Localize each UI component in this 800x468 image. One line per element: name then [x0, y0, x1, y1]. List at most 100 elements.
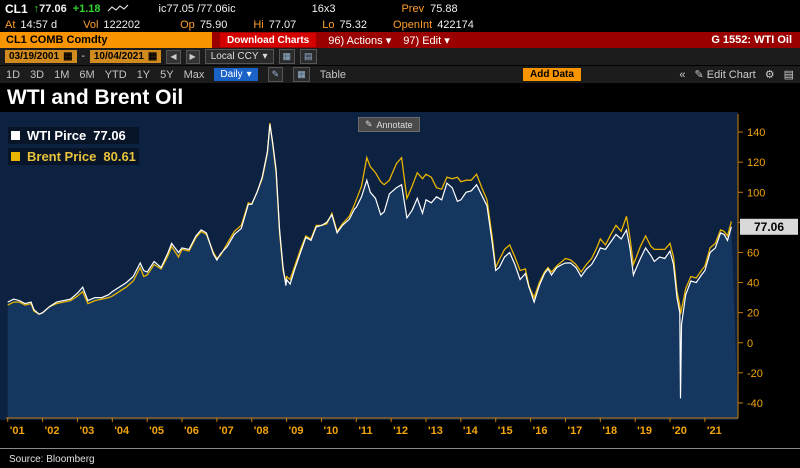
- draw-icon[interactable]: ✎: [267, 67, 284, 82]
- svg-text:20: 20: [747, 308, 759, 320]
- at-value: 14:57 d: [20, 18, 58, 31]
- svg-text:'02: '02: [45, 425, 60, 437]
- period-toolbar: 1D 3D 1M 6M YTD 1Y 5Y Max Daily ▾ ✎ ▦ Tab…: [0, 65, 800, 83]
- caret-down-icon: ▾: [444, 34, 450, 47]
- at-label: At: [5, 18, 16, 31]
- svg-text:'06: '06: [184, 425, 199, 437]
- period-tab-5y[interactable]: 5Y: [160, 68, 174, 81]
- function-page-label: G 1552: WTI Oil: [711, 34, 792, 46]
- scroll-left-button[interactable]: ◀: [166, 49, 181, 64]
- svg-text:'05: '05: [149, 425, 164, 437]
- period-tab-1y[interactable]: 1Y: [136, 68, 151, 81]
- legend-item-brent: Brent Price 80.61: [8, 148, 139, 165]
- prev-value: 75.88: [430, 2, 458, 15]
- events-icon[interactable]: ▤: [300, 49, 317, 64]
- svg-text:'10: '10: [323, 425, 338, 437]
- legend-item-wti: WTI Pirce 77.06: [8, 127, 139, 144]
- period-tab-1m[interactable]: 1M: [54, 68, 70, 81]
- chart-area: 140120100806040200-20-40'01'02'03'04'05'…: [0, 112, 800, 448]
- svg-text:'17: '17: [567, 425, 582, 437]
- add-data-button[interactable]: Add Data: [523, 68, 581, 81]
- caret-down-icon: ▾: [385, 34, 392, 47]
- stats-bar: At 14:57 d Vol 122202 Op 75.90 Hi 77.07 Lo 75…: [0, 17, 800, 32]
- openint-label: OpenInt: [393, 18, 433, 31]
- edit-menu[interactable]: 97) Edit ▾: [403, 34, 450, 47]
- period-tab-max[interactable]: Max: [183, 68, 205, 81]
- gear-icon[interactable]: ⚙: [764, 69, 775, 81]
- indicator-icon[interactable]: ▦: [278, 49, 296, 64]
- svg-text:77.06: 77.06: [754, 220, 784, 234]
- period-tab-6m[interactable]: 6M: [79, 68, 95, 81]
- caret-down-icon: ▾: [246, 69, 252, 80]
- period-tab-3d[interactable]: 3D: [30, 68, 45, 81]
- svg-text:'16: '16: [533, 425, 548, 437]
- svg-text:'19: '19: [637, 425, 652, 437]
- svg-text:40: 40: [747, 278, 759, 290]
- svg-text:'12: '12: [393, 425, 408, 437]
- scroll-right-button[interactable]: ▶: [185, 49, 200, 64]
- sparkline-icon: [107, 3, 129, 14]
- list-icon[interactable]: ▤: [783, 69, 794, 81]
- date-separator: -: [81, 51, 85, 62]
- bid-ask-size: 16x3: [311, 2, 336, 15]
- actions-menu[interactable]: 96) Actions ▾: [328, 34, 392, 47]
- svg-text:'04: '04: [114, 425, 130, 437]
- source-note: Source: Bloomberg: [0, 448, 800, 468]
- svg-text:-20: -20: [747, 368, 763, 380]
- page-title: WTI and Brent Oil: [0, 83, 800, 112]
- price-change: +1.18: [72, 2, 101, 15]
- openint-value: 422174: [437, 18, 474, 31]
- pencil-icon: ✎: [694, 69, 704, 81]
- grid-icon[interactable]: ▦: [293, 67, 310, 82]
- low-label: Lo: [322, 18, 335, 31]
- pencil-icon: ✎: [365, 119, 373, 129]
- period-tab-1d[interactable]: 1D: [6, 68, 21, 81]
- period-tab-ytd[interactable]: YTD: [104, 68, 127, 81]
- open-label: Op: [180, 18, 195, 31]
- end-date-input[interactable]: 10/04/2021 ▦: [89, 50, 162, 63]
- high-label: Hi: [253, 18, 264, 31]
- up-arrow-icon: ↑: [33, 2, 40, 15]
- calendar-icon: ▦: [63, 51, 73, 62]
- collapse-icon[interactable]: «: [679, 68, 686, 81]
- svg-text:'18: '18: [602, 425, 617, 437]
- svg-text:120: 120: [747, 157, 765, 169]
- quote-bar: CL1 ↑77.06 +1.18 ic77.05 /77.06ic 16x3 P…: [0, 0, 800, 17]
- edit-chart-button[interactable]: ✎ Edit Chart: [694, 69, 756, 81]
- high-value: 77.07: [268, 18, 297, 31]
- annotate-button[interactable]: ✎ Annotate: [358, 117, 420, 132]
- svg-text:140: 140: [747, 127, 765, 139]
- wti-swatch: [11, 131, 20, 140]
- caret-down-icon: ▾: [262, 51, 268, 62]
- svg-text:'21: '21: [707, 425, 722, 437]
- brent-label: Brent Price: [27, 149, 97, 164]
- svg-text:'01: '01: [10, 425, 25, 437]
- wti-label: WTI Pirce: [27, 128, 87, 143]
- prev-label: Prev: [401, 2, 425, 15]
- last-price: ↑77.06: [33, 2, 67, 15]
- svg-text:'14: '14: [463, 425, 479, 437]
- bid-ask: ic77.05 /77.06ic: [158, 2, 236, 15]
- svg-text:100: 100: [747, 187, 765, 199]
- security-name: CL1 COMB Comdty: [0, 32, 212, 48]
- security-bar: CL1 COMB Comdty Download Charts 96) Acti…: [0, 32, 800, 48]
- calendar-icon: ▦: [147, 51, 158, 62]
- svg-text:'20: '20: [672, 425, 687, 437]
- vol-label: Vol: [83, 18, 99, 31]
- currency-select[interactable]: Local CCY ▾: [204, 49, 274, 64]
- chart-legend: WTI Pirce 77.06 Brent Price 80.61: [8, 127, 139, 169]
- svg-text:-40: -40: [747, 398, 763, 410]
- function-toolbar: Download Charts 96) Actions ▾ 97) Edit ▾…: [212, 32, 800, 48]
- svg-text:'09: '09: [289, 425, 304, 437]
- table-button[interactable]: Table: [319, 68, 347, 81]
- start-date-input[interactable]: 03/19/2001 ▦: [5, 50, 77, 63]
- download-charts-button[interactable]: Download Charts: [220, 33, 317, 47]
- price-chart[interactable]: 140120100806040200-20-40'01'02'03'04'05'…: [0, 112, 800, 448]
- svg-text:'11: '11: [358, 425, 372, 437]
- brent-swatch: [11, 152, 20, 161]
- low-value: 75.32: [339, 18, 368, 31]
- ticker-symbol[interactable]: CL1: [5, 1, 28, 16]
- svg-text:'15: '15: [498, 425, 513, 437]
- frequency-select[interactable]: Daily ▾: [214, 68, 258, 81]
- svg-text:'13: '13: [428, 425, 443, 437]
